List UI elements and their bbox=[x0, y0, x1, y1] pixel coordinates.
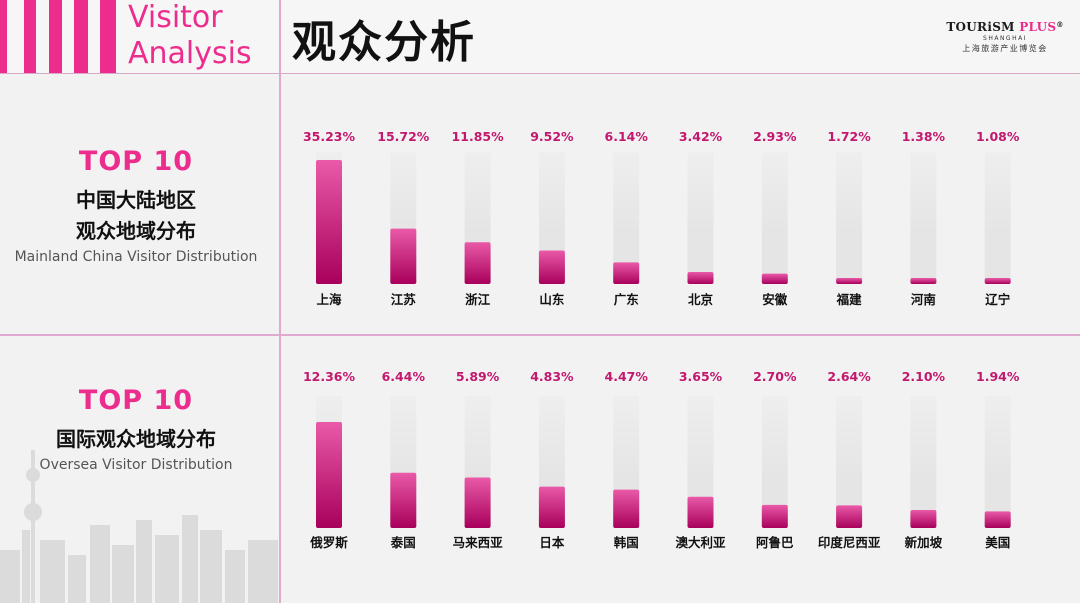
data-label: 3.65% bbox=[679, 369, 723, 384]
city-skyline-illustration bbox=[0, 450, 278, 603]
category-label: 印度尼西亚 bbox=[818, 535, 881, 550]
bar-track bbox=[984, 152, 1011, 284]
section2-top10: TOP 10 bbox=[78, 385, 194, 416]
category-label: 福建 bbox=[836, 292, 863, 307]
bar-0-8 bbox=[910, 278, 937, 284]
category-label: 上海 bbox=[316, 292, 342, 307]
category-label: 韩国 bbox=[614, 535, 639, 550]
data-label: 35.23% bbox=[303, 129, 356, 144]
category-label: 浙江 bbox=[465, 292, 491, 307]
section1-cn-line1: 中国大陆地区 bbox=[76, 188, 196, 212]
category-label: 泰国 bbox=[390, 535, 416, 550]
data-label: 9.52% bbox=[530, 129, 574, 144]
data-label: 11.85% bbox=[452, 129, 505, 144]
brand-logo: TOURiSM PLUS® SHANGHAI 上海旅游产业博览会 bbox=[946, 20, 1064, 54]
data-label: 4.47% bbox=[605, 369, 649, 384]
data-label: 1.38% bbox=[902, 129, 946, 144]
bar-track bbox=[910, 396, 937, 528]
bar-track bbox=[761, 152, 788, 284]
data-label: 2.70% bbox=[753, 369, 797, 384]
bar-1-8 bbox=[910, 509, 937, 528]
bar-track bbox=[910, 152, 937, 284]
bar-track bbox=[687, 152, 714, 284]
data-label: 1.94% bbox=[976, 369, 1020, 384]
category-label: 澳大利亚 bbox=[675, 535, 726, 550]
data-label: 6.44% bbox=[382, 369, 426, 384]
bar-1-3 bbox=[538, 486, 565, 528]
bar-track bbox=[613, 152, 640, 284]
category-label: 江苏 bbox=[391, 292, 417, 307]
logo-cn-text: 上海旅游产业博览会 bbox=[962, 44, 1048, 53]
bar-0-1 bbox=[390, 228, 417, 284]
category-label: 日本 bbox=[539, 535, 565, 550]
bar-0-7 bbox=[836, 277, 863, 284]
logo-city: SHANGHAI bbox=[983, 35, 1027, 42]
data-label: 15.72% bbox=[377, 129, 430, 144]
bar-1-0 bbox=[316, 422, 342, 528]
bar-0-3 bbox=[538, 250, 565, 284]
bar-0-9 bbox=[984, 278, 1011, 284]
category-label: 安徽 bbox=[762, 292, 788, 307]
bar-1-7 bbox=[836, 505, 863, 528]
title-en-line1: Visitor bbox=[128, 0, 223, 35]
bar-track bbox=[836, 152, 863, 284]
data-label: 2.93% bbox=[753, 129, 797, 144]
oversea-distribution-chart: 12.36% 俄罗斯 6.44% 泰国 5.89% 马来西亚 4.83% 日本 4.47% 韩国 3… bbox=[303, 369, 1020, 550]
bar-1-9 bbox=[984, 511, 1011, 528]
category-label: 美国 bbox=[985, 535, 1010, 550]
header-bar: Visitor Analysis 观众分析 TOURiSM PLUS® SHAN… bbox=[0, 0, 1080, 74]
decorative-stripes bbox=[0, 0, 122, 73]
data-label: 5.89% bbox=[456, 369, 500, 384]
bar-0-6 bbox=[761, 273, 788, 284]
category-label: 阿鲁巴 bbox=[756, 535, 794, 550]
data-label: 3.42% bbox=[679, 129, 723, 144]
bar-track bbox=[836, 396, 863, 528]
data-label: 12.36% bbox=[303, 369, 356, 384]
page-title-en: Visitor Analysis bbox=[128, 0, 278, 72]
data-label: 1.72% bbox=[827, 129, 871, 144]
data-label: 2.64% bbox=[827, 369, 871, 384]
bar-track bbox=[687, 396, 714, 528]
section1-en-subtitle: Mainland China Visitor Distribution bbox=[14, 249, 258, 265]
bar-0-4 bbox=[613, 262, 640, 284]
section1-cn-line2: 观众地域分布 bbox=[76, 219, 196, 243]
category-label: 山东 bbox=[539, 292, 565, 307]
bar-track bbox=[984, 396, 1011, 528]
bar-1-2 bbox=[464, 477, 491, 528]
bar-0-2 bbox=[464, 242, 491, 284]
logo-wordmark: TOURiSM PLUS® bbox=[946, 20, 1064, 34]
bar-0-5 bbox=[687, 271, 714, 284]
section2-cn-line1: 国际观众地域分布 bbox=[56, 427, 216, 451]
category-label: 北京 bbox=[688, 292, 714, 307]
bar-1-6 bbox=[761, 504, 788, 528]
category-label: 俄罗斯 bbox=[309, 535, 348, 550]
vertical-divider bbox=[279, 0, 281, 603]
category-label: 新加坡 bbox=[905, 535, 943, 550]
category-label: 广东 bbox=[614, 292, 640, 307]
data-label: 4.83% bbox=[530, 369, 574, 384]
section2-en-subtitle: Oversea Visitor Distribution bbox=[39, 457, 233, 473]
bar-1-1 bbox=[390, 472, 417, 528]
bar-1-4 bbox=[613, 489, 640, 528]
title-en-line2: Analysis bbox=[128, 36, 252, 71]
category-label: 马来西亚 bbox=[453, 535, 504, 550]
bar-track bbox=[761, 396, 788, 528]
category-label: 辽宁 bbox=[985, 292, 1010, 307]
mainland-distribution-chart: 35.23% 上海 15.72% 江苏 11.85% 浙江 9.52% 山东 6.14% 广东 3.… bbox=[303, 129, 1020, 307]
section1-caption: TOP 10 中国大陆地区 观众地域分布 Mainland China Visi… bbox=[0, 146, 272, 265]
bar-0-0 bbox=[316, 160, 342, 284]
data-label: 6.14% bbox=[605, 129, 649, 144]
section2-caption: TOP 10 国际观众地域分布 Oversea Visitor Distribu… bbox=[0, 385, 272, 473]
section1-top10: TOP 10 bbox=[78, 146, 194, 177]
horizontal-divider bbox=[0, 334, 1080, 336]
page-title-cn: 观众分析 bbox=[292, 17, 476, 68]
bar-1-5 bbox=[687, 496, 714, 528]
data-label: 1.08% bbox=[976, 129, 1020, 144]
data-label: 2.10% bbox=[902, 369, 946, 384]
category-label: 河南 bbox=[911, 292, 937, 307]
